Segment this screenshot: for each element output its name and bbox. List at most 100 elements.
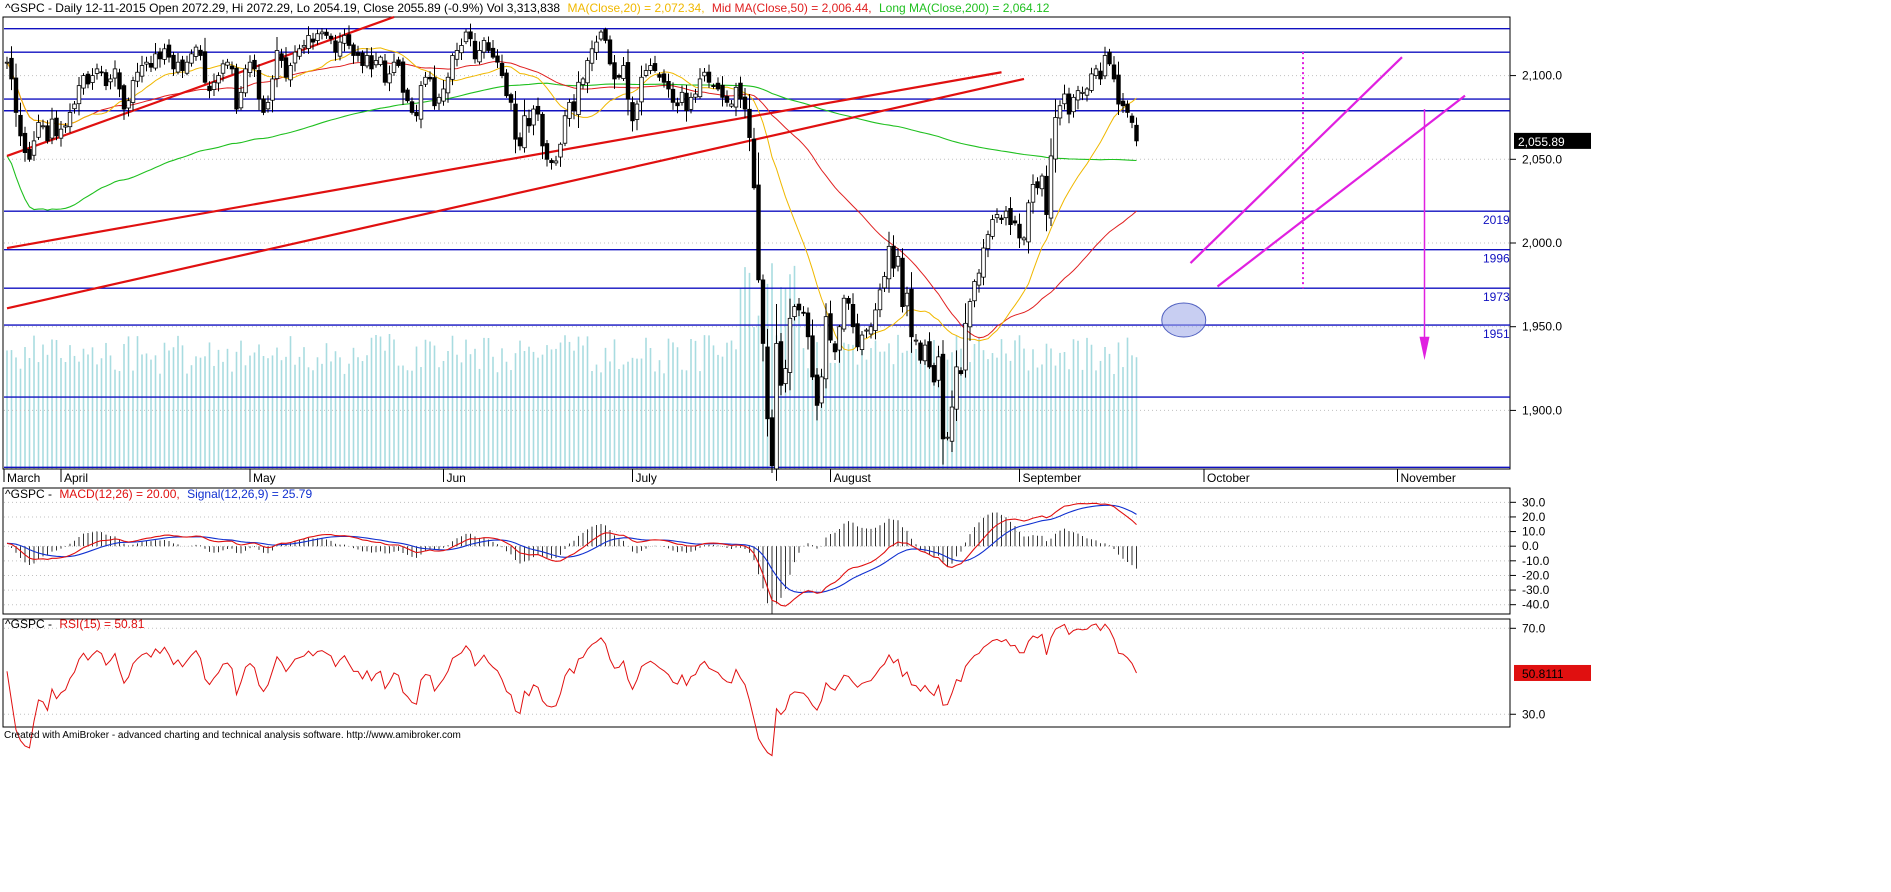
candle-down [918, 342, 923, 361]
month-label: May [253, 471, 276, 485]
candle-down [1008, 208, 1013, 225]
month-label: April [64, 471, 88, 485]
macd-line [6, 502, 1137, 607]
candle-up [301, 45, 307, 48]
candle-up [1089, 73, 1094, 91]
candle-up [841, 297, 847, 330]
projection-arrow-head [1419, 336, 1430, 361]
candle-down [432, 77, 437, 107]
candle-up [81, 75, 86, 89]
candle-down [747, 108, 752, 138]
candle-up [697, 78, 703, 98]
candle-up [823, 316, 829, 380]
candle-up [220, 63, 226, 74]
candle-down [846, 298, 851, 304]
candle-down [720, 84, 725, 98]
candle-down [711, 85, 716, 87]
candle-down [769, 417, 775, 467]
candle-down [517, 137, 523, 147]
candle-up [787, 317, 793, 373]
candle-up [391, 61, 397, 73]
candle-up [135, 71, 140, 82]
candle-up [72, 103, 77, 110]
candle-up [463, 31, 469, 43]
candle-up [387, 73, 392, 84]
price-y-axis: 1,900.0 1,950.0 2,000.0 2,050.0 2,100.0 2,055… [1510, 69, 1591, 417]
candle-down [724, 96, 730, 103]
rsi-plot: 70.0 30.0 50.8111 [4, 621, 1591, 757]
candle-down [355, 52, 361, 56]
rsi-last-label: 50.8111 [1522, 667, 1564, 681]
candle-up [702, 71, 707, 77]
candle-up [621, 65, 626, 79]
candle-up [994, 214, 1000, 219]
rsi-tick-label: 30.0 [1522, 707, 1546, 721]
candle-up [639, 76, 644, 103]
candle-up [441, 88, 446, 102]
candle-up [679, 91, 685, 103]
candle-up [184, 61, 190, 74]
level-label: 1996 [1483, 252, 1510, 266]
candle-up [837, 326, 842, 351]
candle-down [18, 114, 23, 137]
rsi-pane-frame [2, 618, 1511, 728]
candle-down [486, 42, 491, 51]
candle-down [333, 40, 338, 53]
candle-up [963, 322, 968, 371]
candle-down [1017, 223, 1022, 239]
highlight-ellipse [1161, 302, 1207, 338]
candle-down [490, 47, 496, 58]
macd-label: MACD(12,26) = 20.00, [59, 487, 179, 501]
month-label: November [1401, 471, 1456, 485]
candle-down [360, 52, 365, 66]
candle-down [684, 92, 689, 112]
candle-up [954, 366, 959, 410]
candle-up [558, 143, 563, 158]
ma50-line [6, 60, 1137, 339]
candle-down [157, 51, 163, 60]
candle-down [715, 82, 721, 90]
candle-up [1093, 68, 1099, 77]
candle-up [270, 78, 275, 101]
candle-up [873, 309, 878, 331]
candle-down [850, 304, 856, 328]
candle-down [940, 353, 946, 440]
candle-up [459, 45, 464, 54]
macd-plot: 30.020.010.00.0-10.0-20.0-30.0-40.0 [4, 495, 1550, 615]
candle-down [571, 101, 577, 112]
candle-up [1053, 117, 1058, 160]
macd-tick-label: -30.0 [1522, 583, 1550, 597]
level-label: 1951 [1483, 327, 1510, 341]
candle-up [693, 93, 698, 98]
candle-up [189, 53, 194, 64]
candle-down [832, 343, 838, 353]
rsi-label: RSI(15) = 50.81 [59, 617, 144, 631]
candle-down [1035, 181, 1040, 189]
level-label: 1973 [1483, 290, 1510, 304]
candle-down [891, 245, 896, 269]
candle-up [378, 56, 383, 66]
trend-line-lower [6, 77, 1025, 310]
candle-down [544, 143, 550, 160]
candle-down [427, 76, 433, 80]
candle-down [252, 59, 257, 70]
price-tick-label: 2,050.0 [1522, 152, 1562, 166]
candle-down [504, 72, 509, 97]
candle-down [526, 118, 532, 127]
candle-up [1026, 202, 1031, 243]
candle-up [423, 76, 428, 85]
candle-up [1062, 93, 1067, 105]
candle-up [522, 115, 527, 149]
month-label: October [1207, 471, 1250, 485]
candle-up [981, 247, 986, 278]
price-tick-label: 1,900.0 [1522, 403, 1562, 417]
candle-down [202, 51, 208, 83]
annotations [1161, 52, 1430, 361]
candle-down [279, 53, 284, 61]
candle-down [612, 62, 617, 80]
candle-down [171, 54, 176, 70]
candle-down [751, 138, 757, 189]
candle-down [801, 311, 806, 314]
candle-down [675, 102, 680, 107]
candle-up [913, 339, 919, 342]
